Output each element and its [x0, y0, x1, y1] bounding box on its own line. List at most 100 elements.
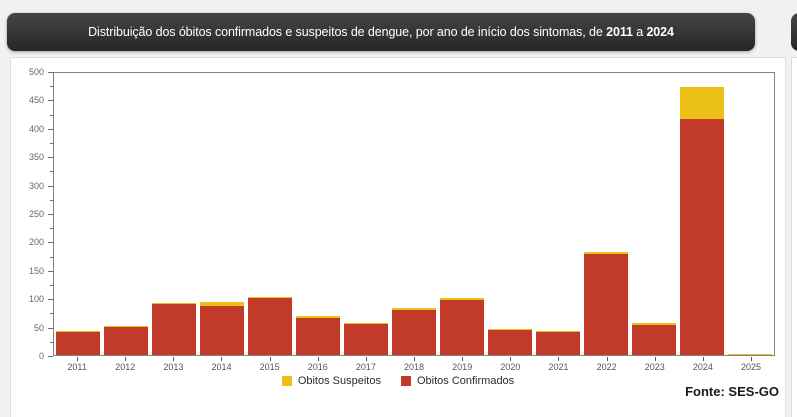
- bar-segment-suspected-2014[interactable]: [200, 302, 244, 306]
- y-axis-tick: [48, 157, 53, 159]
- legend-swatch-suspeitos-icon: [281, 376, 292, 386]
- source-label: Fonte: SES-GO: [685, 384, 779, 399]
- x-axis-tick: [365, 357, 367, 361]
- bar-segment-confirmed-2018[interactable]: [392, 310, 436, 355]
- y-axis-tick-label: 100: [28, 294, 44, 305]
- y-axis-tick: [48, 128, 53, 130]
- x-axis-label-2023: 2023: [644, 362, 665, 372]
- x-axis-label-2025: 2025: [741, 362, 762, 372]
- chart-title-year-to: 2024: [646, 25, 674, 39]
- x-axis-tick: [414, 357, 416, 361]
- y-axis-tick-label: 500: [28, 67, 44, 77]
- chart-title-separator: a: [632, 25, 647, 39]
- adjacent-title-bar-sliver: [791, 13, 797, 51]
- bar-2019: [438, 73, 486, 355]
- bar-2020: [486, 73, 534, 355]
- bar-segment-confirmed-2015[interactable]: [248, 297, 292, 355]
- x-axis-label-2011: 2011: [67, 362, 87, 372]
- x-axis-label-2018: 2018: [404, 362, 425, 372]
- bar-segment-confirmed-2021[interactable]: [536, 331, 580, 355]
- bar-2012: [102, 73, 150, 355]
- bar-segment-confirmed-2024[interactable]: [680, 119, 724, 355]
- x-axis-label-2014: 2014: [211, 362, 232, 372]
- bar-2013: [150, 73, 198, 355]
- y-axis-tick-label: 400: [28, 123, 44, 134]
- y-axis-tick: [50, 199, 53, 201]
- bar-segment-confirmed-2011[interactable]: [56, 332, 100, 355]
- bar-segment-confirmed-2016[interactable]: [296, 317, 340, 355]
- y-axis-tick: [50, 114, 53, 116]
- bar-segment-suspected-2023[interactable]: [632, 322, 676, 326]
- legend-item-suspeitos[interactable]: Obitos Suspeitos: [281, 375, 381, 387]
- bar-segment-suspected-2011[interactable]: [56, 331, 100, 333]
- y-axis-tick: [50, 341, 53, 343]
- y-axis-tick-label: 250: [28, 209, 44, 219]
- bar-segment-confirmed-2017[interactable]: [344, 323, 388, 355]
- x-axis-slot-2019: 2019: [438, 357, 486, 373]
- y-axis-tick-label: 200: [28, 237, 44, 248]
- bar-segment-suspected-2015[interactable]: [248, 296, 292, 298]
- y-axis-tick: [48, 356, 53, 357]
- bar-2011: [54, 73, 102, 355]
- chart-panel: 0 50 100 150 200 250 300 350 400 450 500 2011 2012 2…: [10, 57, 786, 417]
- x-axis-tick: [173, 357, 175, 361]
- bar-segment-suspected-2021[interactable]: [536, 330, 580, 332]
- bar-segment-suspected-2020[interactable]: [488, 328, 532, 331]
- bar-2018: [390, 73, 438, 355]
- x-axis-label-2013: 2013: [163, 362, 184, 372]
- y-axis-tick: [50, 143, 53, 144]
- x-axis-label-2016: 2016: [307, 362, 328, 372]
- x-axis-tick: [606, 357, 608, 361]
- x-axis-tick: [558, 357, 560, 361]
- x-axis-tick: [317, 357, 319, 361]
- x-axis-slot-2024: 2024: [679, 357, 727, 373]
- bar-segment-suspected-2022[interactable]: [584, 252, 628, 254]
- chart-legend: Obitos Suspeitos Obitos Confirmados: [11, 375, 785, 387]
- chart-title-text: Distribuição dos óbitos confirmados e su…: [88, 25, 607, 39]
- legend-item-confirmados[interactable]: Obitos Confirmados: [400, 375, 514, 387]
- bar-segment-confirmed-2023[interactable]: [632, 325, 676, 355]
- bar-segment-suspected-2025[interactable]: [728, 353, 772, 355]
- y-axis-tick: [50, 285, 53, 286]
- x-axis-slot-2020: 2020: [486, 357, 534, 373]
- bar-segment-confirmed-2022[interactable]: [584, 253, 628, 355]
- bar-segment-suspected-2016[interactable]: [296, 315, 340, 318]
- x-axis-slot-2025: 2025: [727, 357, 775, 373]
- bar-2016: [294, 73, 342, 355]
- chart-title-year-from: 2011: [606, 25, 633, 39]
- y-axis-tick-label: 300: [28, 180, 44, 191]
- legend-swatch-confirmados-icon: [400, 376, 411, 386]
- bar-segment-suspected-2013[interactable]: [152, 302, 196, 305]
- bar-segment-confirmed-2012[interactable]: [104, 327, 148, 355]
- bar-2015: [246, 73, 294, 355]
- y-axis-tick-label: 0: [38, 351, 44, 361]
- legend-label-suspeitos: Obitos Suspeitos: [297, 375, 381, 387]
- y-axis-tick: [48, 214, 53, 215]
- y-axis-tick: [48, 72, 53, 73]
- bar-segment-suspected-2019[interactable]: [440, 298, 484, 301]
- bar-segment-suspected-2018[interactable]: [392, 308, 436, 311]
- x-axis-slot-2017: 2017: [342, 357, 390, 373]
- chart-title-bar: Distribuição dos óbitos confirmados e su…: [7, 13, 755, 51]
- bar-segment-suspected-2012[interactable]: [104, 326, 148, 328]
- x-axis-slot-2016: 2016: [294, 357, 342, 373]
- bar-segment-confirmed-2014[interactable]: [200, 305, 244, 355]
- bar-segment-suspected-2024[interactable]: [680, 87, 724, 120]
- y-axis-tick: [48, 270, 53, 272]
- x-axis-tick: [751, 357, 753, 361]
- bar-2017: [342, 73, 390, 355]
- x-axis-tick: [702, 357, 704, 361]
- x-axis-tick: [221, 357, 223, 361]
- y-axis-tick-label: 450: [28, 95, 44, 106]
- x-axis-slot-2021: 2021: [534, 357, 582, 373]
- bar-segment-suspected-2017[interactable]: [344, 322, 388, 324]
- bar-segment-confirmed-2013[interactable]: [152, 304, 196, 355]
- x-axis-label-2012: 2012: [115, 362, 136, 372]
- x-axis-slot-2022: 2022: [583, 357, 631, 373]
- y-axis-tick-label: 350: [28, 152, 44, 163]
- bar-segment-confirmed-2019[interactable]: [440, 300, 484, 355]
- x-axis-label-2020: 2020: [500, 362, 521, 372]
- x-axis-slot-2013: 2013: [149, 357, 197, 373]
- bar-segment-confirmed-2020[interactable]: [488, 330, 532, 355]
- x-axis-slot-2018: 2018: [390, 357, 438, 373]
